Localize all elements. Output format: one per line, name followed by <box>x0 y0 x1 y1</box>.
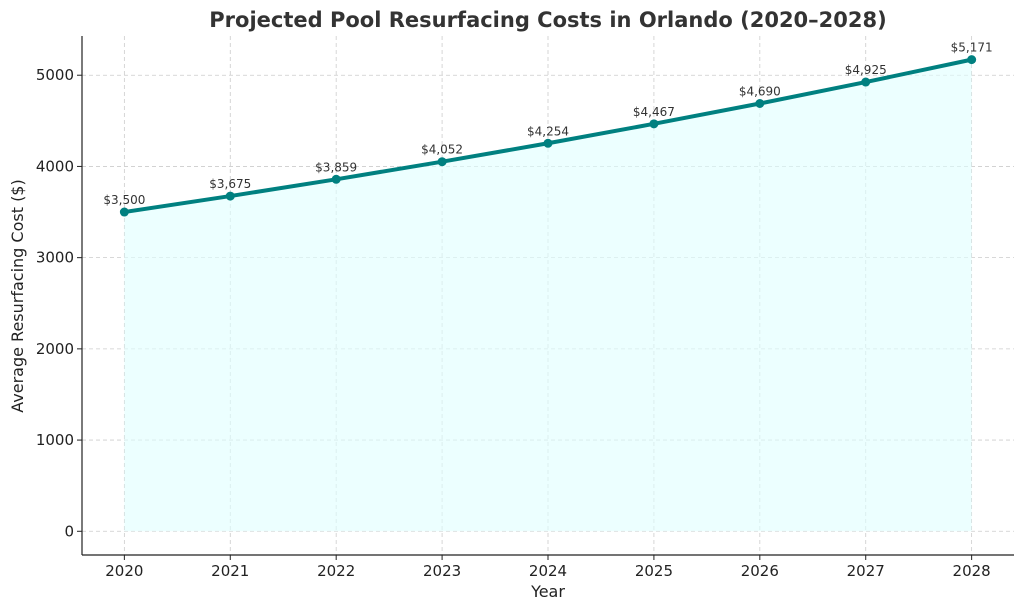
y-tick-label: 0 <box>64 522 74 540</box>
data-point <box>331 174 341 184</box>
data-point <box>861 77 871 87</box>
data-point <box>225 191 235 201</box>
x-tick-label: 2020 <box>105 562 143 580</box>
data-points <box>119 55 977 217</box>
data-point <box>119 207 129 217</box>
x-tick-label: 2027 <box>847 562 885 580</box>
data-label: $4,052 <box>421 143 463 157</box>
y-tick-label: 5000 <box>36 66 74 84</box>
y-tick-label: 1000 <box>36 431 74 449</box>
data-label: $4,925 <box>845 63 887 77</box>
x-tick-label: 2024 <box>529 562 567 580</box>
y-tick-label: 3000 <box>36 249 74 267</box>
y-axis-label: Average Resurfacing Cost ($) <box>8 179 27 412</box>
x-tick-label: 2021 <box>211 562 249 580</box>
data-label: $4,254 <box>527 124 569 138</box>
data-label: $4,467 <box>633 105 675 119</box>
x-tick-label: 2026 <box>741 562 779 580</box>
data-label: $3,859 <box>315 160 357 174</box>
data-point <box>649 119 659 129</box>
data-point <box>543 138 553 148</box>
data-label: $3,500 <box>103 193 145 207</box>
data-label: $4,690 <box>739 84 781 98</box>
data-label: $3,675 <box>209 177 251 191</box>
data-labels: $3,500 $3,675 $3,859 $4,052 $4,254 $4,467 $4,6… <box>103 41 992 207</box>
data-point <box>967 55 977 65</box>
data-label: $5,171 <box>951 41 993 55</box>
data-point <box>437 157 447 167</box>
axes: 2020 2021 2022 2023 2024 2025 2026 2027 2028 0 100… <box>36 36 1014 580</box>
chart-title: Projected Pool Resurfacing Costs in Orla… <box>209 8 886 32</box>
area-fill-layer <box>124 59 972 532</box>
x-tick-label: 2025 <box>635 562 673 580</box>
x-axis-label: Year <box>530 582 565 601</box>
x-tick-label: 2023 <box>423 562 461 580</box>
data-point <box>755 98 765 108</box>
area-fill <box>124 59 972 532</box>
x-tick-label: 2028 <box>953 562 991 580</box>
x-tick-label: 2022 <box>317 562 355 580</box>
y-tick-label: 4000 <box>36 157 74 175</box>
y-tick-label: 2000 <box>36 340 74 358</box>
